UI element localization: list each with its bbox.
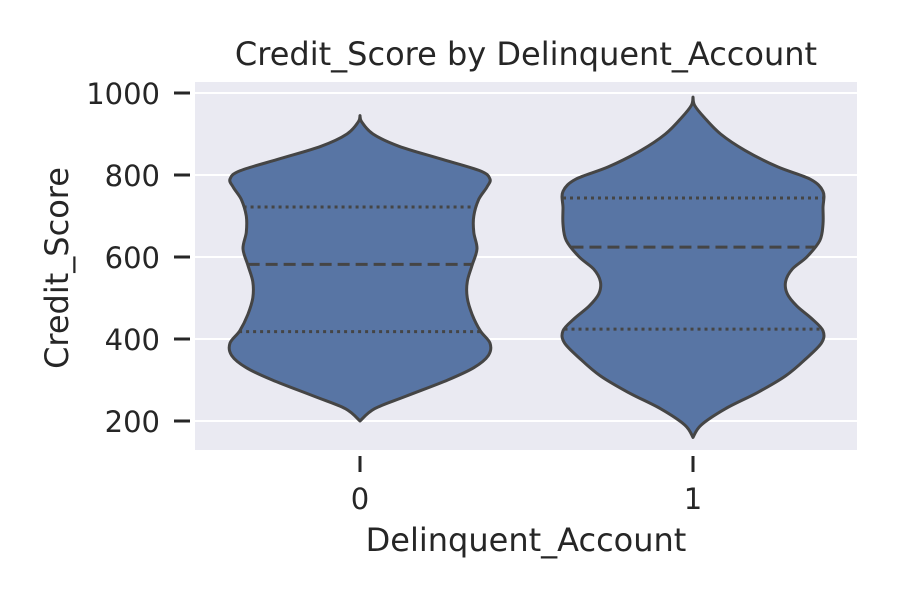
violin-body-1 (560, 95, 826, 439)
x-tick-label: 1 (684, 482, 702, 516)
x-axis-label: Delinquent_Account (366, 521, 687, 559)
y-tick-label: 800 (105, 159, 160, 193)
chart-title: Credit_Score by Delinquent_Account (235, 35, 817, 73)
y-tick-label: 600 (105, 241, 160, 275)
violins (227, 95, 826, 439)
y-tick-label: 200 (105, 405, 160, 439)
y-axis-label: Credit_Score (38, 167, 76, 369)
axes: 200 400 600 800 1000 0 1 (86, 77, 702, 516)
x-tick-label: 0 (351, 482, 369, 516)
y-tick-label: 1000 (86, 77, 160, 111)
violin-body-0 (227, 114, 493, 423)
y-tick-label: 400 (105, 323, 160, 357)
